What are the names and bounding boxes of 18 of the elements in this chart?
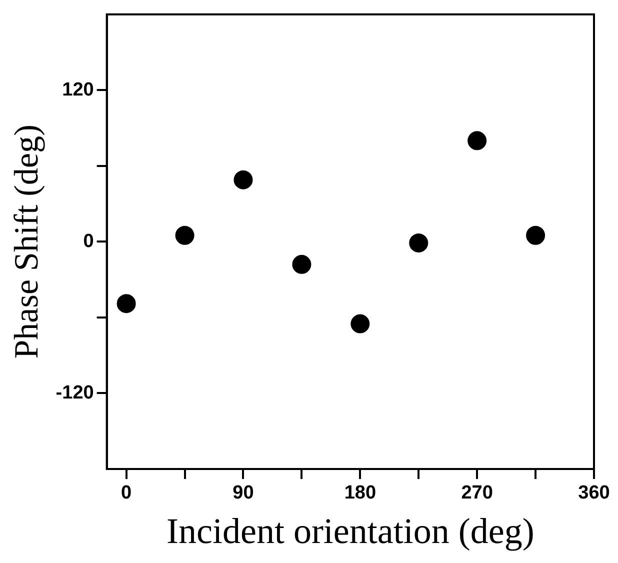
x-tick-label: 270 [461,482,493,504]
y-tick-label: 0 [83,230,94,252]
y-tick-label: -120 [56,382,94,404]
x-tick-label: 90 [232,482,254,504]
x-tick-label: 360 [578,482,610,504]
x-axis-title: Incident orientation (deg) [166,510,534,551]
point [468,131,487,150]
point [350,314,370,334]
point [409,233,428,252]
point [526,226,546,245]
point [292,254,312,274]
y-axis-title: Phase Shift (deg) [8,124,46,359]
x-tick-label: 0 [121,482,132,504]
y-tick-label: 120 [62,79,94,100]
point [116,294,136,314]
point [234,170,253,190]
point [175,226,194,245]
x-tick-label: 180 [344,482,376,504]
